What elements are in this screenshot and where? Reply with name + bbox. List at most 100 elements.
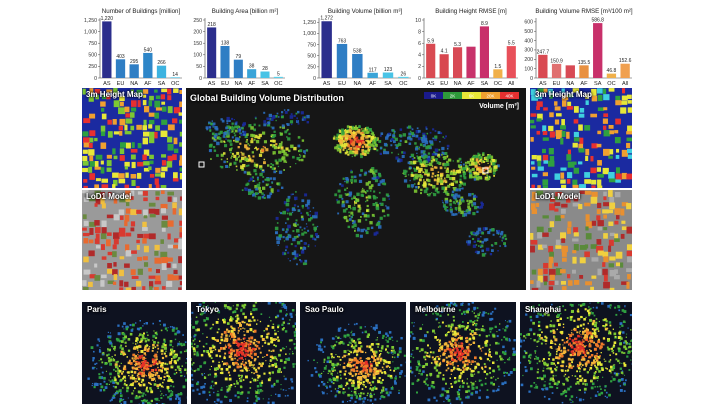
map-pixel	[394, 144, 397, 146]
city-pixel	[348, 400, 350, 402]
map-pixel	[276, 112, 279, 115]
city-pixel	[334, 369, 336, 372]
city-pixel	[139, 341, 141, 343]
city-pixel	[504, 381, 507, 384]
building-cell	[113, 155, 118, 160]
map-pixel	[209, 130, 212, 132]
city-pixel	[460, 357, 463, 360]
building-cell	[130, 196, 134, 200]
city-pixel	[334, 395, 337, 398]
city-pixel	[132, 390, 135, 392]
building-cell	[136, 89, 143, 97]
city-pixel	[349, 363, 352, 366]
map-pixel	[391, 151, 393, 154]
right-height-map-image	[530, 88, 632, 188]
map-pixel	[477, 152, 480, 155]
city-pixel	[413, 322, 415, 324]
map-pixel	[351, 225, 355, 229]
map-pixel	[218, 133, 220, 135]
building-cell	[567, 149, 572, 155]
bar-value-label: 46.8	[607, 68, 617, 74]
city-pixel	[106, 354, 109, 357]
city-pixel	[359, 348, 362, 351]
city-pixel	[503, 336, 506, 339]
x-tick-label: AF	[144, 81, 152, 87]
city-pixel	[142, 401, 145, 404]
map-pixel	[403, 179, 408, 183]
city-pixel	[414, 375, 416, 377]
building-cell	[118, 173, 125, 179]
map-pixel	[368, 135, 370, 138]
city-pixel	[451, 331, 454, 333]
map-pixel	[248, 156, 251, 158]
city-pixel	[214, 372, 217, 376]
city-pixel	[139, 357, 142, 360]
building-cell	[543, 88, 548, 93]
map-pixel	[353, 154, 356, 157]
city-pixel	[110, 398, 113, 401]
city-pixel	[114, 363, 118, 367]
city-pixel	[347, 363, 350, 366]
city-pixel	[198, 392, 201, 395]
building-cell	[161, 227, 166, 232]
city-pixel	[119, 400, 121, 403]
building-cell	[167, 143, 174, 151]
city-pixel	[375, 343, 378, 345]
city-pixel	[292, 353, 294, 355]
building-cell	[542, 154, 549, 162]
map-pixel	[474, 164, 478, 168]
city-pixel	[146, 349, 150, 353]
building-cell	[167, 220, 174, 227]
map-pixel	[241, 167, 245, 171]
map-pixel	[376, 203, 379, 207]
map-pixel	[367, 146, 371, 150]
y-tick-label: 0	[418, 76, 421, 82]
city-pixel	[379, 357, 383, 361]
map-pixel	[485, 156, 488, 159]
bar-value-label: 5.5	[508, 41, 515, 47]
building-cell	[154, 280, 162, 285]
city-pixel	[156, 384, 160, 388]
building-cell	[160, 208, 167, 214]
map-pixel	[479, 246, 482, 248]
city-pixel	[364, 363, 367, 365]
city-pixel	[135, 395, 138, 397]
city-pixel	[349, 394, 352, 397]
map-pixel	[350, 170, 353, 174]
map-pixel	[266, 122, 268, 125]
city-pixel	[349, 371, 351, 373]
building-cell	[591, 179, 597, 185]
map-pixel	[353, 204, 356, 206]
map-pixel	[312, 207, 315, 209]
city-pixel	[288, 353, 291, 355]
city-pixel	[382, 389, 385, 392]
building-cell	[573, 167, 580, 174]
building-cell	[113, 197, 118, 204]
building-cell	[567, 101, 572, 106]
city-pixel	[253, 329, 257, 333]
map-pixel	[473, 178, 477, 181]
map-pixel	[432, 158, 436, 162]
map-pixel	[453, 181, 455, 183]
map-pixel	[457, 164, 462, 168]
city-pixel	[362, 392, 365, 395]
building-cell	[572, 269, 576, 274]
building-cell	[136, 185, 140, 188]
map-pixel	[253, 169, 257, 173]
map-pixel	[458, 157, 462, 161]
map-pixel	[295, 191, 297, 193]
map-pixel	[422, 135, 426, 139]
city-pixel	[137, 342, 139, 344]
map-pixel	[411, 128, 414, 131]
city-pixel	[357, 372, 360, 375]
city-pixel	[464, 351, 467, 355]
map-pixel	[303, 227, 306, 230]
legend-tick: 2K	[450, 94, 456, 99]
building-cell	[573, 131, 579, 138]
city-pixel	[250, 355, 253, 358]
map-pixel	[385, 205, 387, 207]
city-pixel	[214, 367, 217, 370]
map-pixel	[280, 132, 283, 136]
city-pixel	[140, 340, 143, 343]
bar-value-label: 295	[130, 59, 139, 65]
